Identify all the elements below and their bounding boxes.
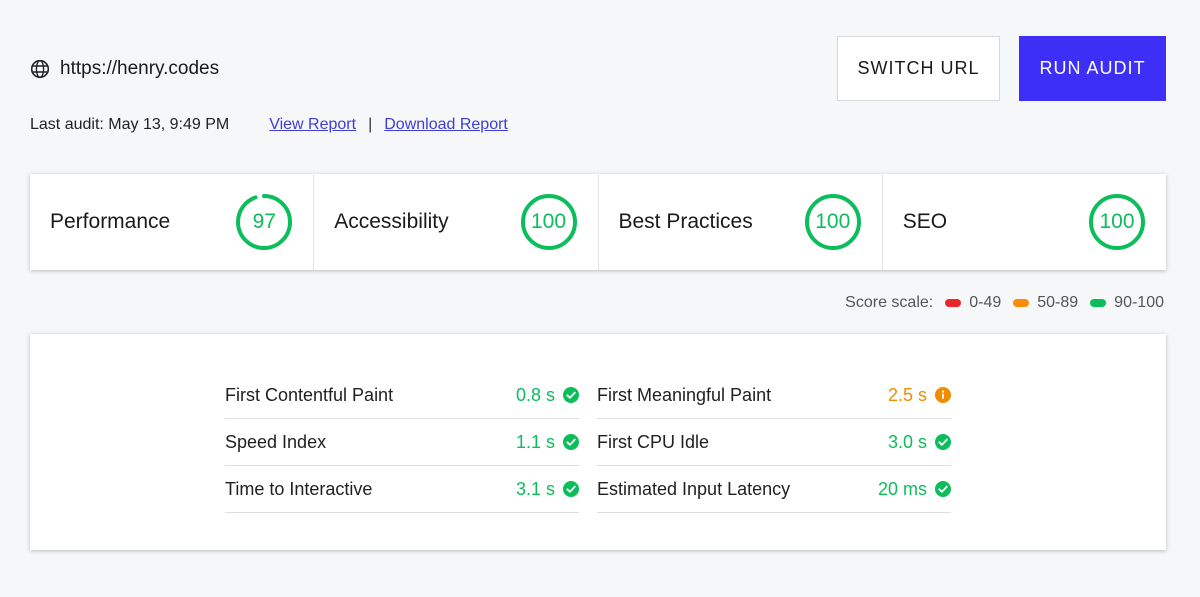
metric-value-text: 2.5 s xyxy=(887,384,927,405)
score-scale-legend: Score scale: 0-49 50-89 90-100 xyxy=(845,294,1164,312)
check-circle-icon xyxy=(563,481,579,497)
scale-range-pass: 90-100 xyxy=(1114,294,1164,311)
metric-row: First CPU Idle 3.0 s xyxy=(597,419,951,466)
score-scale-label: Score scale: xyxy=(845,294,934,311)
scale-swatch-fail xyxy=(945,299,962,307)
metric-row: Time to Interactive 3.1 s xyxy=(225,466,579,513)
view-report-link[interactable]: View Report xyxy=(269,116,357,133)
scale-swatch-average xyxy=(1013,299,1030,307)
score-cell-accessibility[interactable]: Accessibility 100 xyxy=(314,174,599,270)
metric-row: First Meaningful Paint 2.5 s xyxy=(597,372,951,419)
metrics-column-left: First Contentful Paint 0.8 s Speed Index… xyxy=(225,372,579,513)
metric-row: Estimated Input Latency 20 ms xyxy=(597,466,951,513)
metric-value: 3.0 s xyxy=(888,432,951,453)
url-row: https://henry.codes xyxy=(30,58,219,80)
scale-range-fail: 0-49 xyxy=(969,294,1002,311)
metrics-column-right: First Meaningful Paint 2.5 s First CPU I… xyxy=(597,372,951,513)
metrics-card: First Contentful Paint 0.8 s Speed Index… xyxy=(30,334,1166,550)
score-label: Accessibility xyxy=(334,210,449,233)
metric-value-text: 0.8 s xyxy=(515,384,555,405)
metric-name: Time to Interactive xyxy=(225,478,373,499)
run-audit-button[interactable]: RUN AUDIT xyxy=(1019,36,1166,101)
metric-value: 2.5 s xyxy=(888,385,951,406)
score-value: 100 xyxy=(1099,210,1135,233)
metric-value-text: 1.1 s xyxy=(515,431,555,452)
scale-range-average: 50-89 xyxy=(1037,294,1079,311)
metric-value: 0.8 s xyxy=(516,385,579,406)
score-gauge: 100 xyxy=(804,193,862,251)
score-summary-card: Performance 97 Accessibility 100 Best Pr… xyxy=(30,174,1166,270)
metric-name: Estimated Input Latency xyxy=(597,478,791,499)
metric-value-text: 20 ms xyxy=(877,478,927,499)
metric-value: 20 ms xyxy=(878,479,951,500)
audit-header: https://henry.codes Last audit: May 13, … xyxy=(30,36,1166,136)
metric-row: Speed Index 1.1 s xyxy=(225,419,579,466)
last-audit-text: Last audit: May 13, 9:49 PM xyxy=(30,116,230,133)
check-circle-icon xyxy=(935,434,951,450)
metric-name: First Meaningful Paint xyxy=(597,384,772,405)
score-value: 100 xyxy=(530,210,567,233)
score-value: 97 xyxy=(252,210,276,233)
metric-value-text: 3.0 s xyxy=(887,431,927,452)
metric-value-text: 3.1 s xyxy=(515,478,555,499)
download-report-link[interactable]: Download Report xyxy=(384,116,508,133)
metric-name: First Contentful Paint xyxy=(225,384,394,405)
link-separator: | xyxy=(368,116,373,133)
metric-value: 1.1 s xyxy=(516,432,579,453)
site-url: https://henry.codes xyxy=(60,58,220,79)
score-label: SEO xyxy=(902,210,948,233)
check-circle-icon xyxy=(563,434,579,450)
scale-swatch-pass xyxy=(1090,299,1107,307)
score-gauge: 100 xyxy=(1088,193,1146,251)
score-cell-performance[interactable]: Performance 97 xyxy=(30,174,315,270)
score-gauge: 97 xyxy=(235,193,293,251)
check-circle-icon xyxy=(563,387,579,403)
info-circle-icon xyxy=(935,387,951,403)
score-value: 100 xyxy=(815,210,851,233)
score-label: Performance xyxy=(50,210,171,233)
metric-value: 3.1 s xyxy=(516,479,579,500)
globe-icon xyxy=(30,59,50,79)
metric-row: First Contentful Paint 0.8 s xyxy=(225,372,579,419)
metric-name: First CPU Idle xyxy=(597,431,710,452)
switch-url-button[interactable]: SWITCH URL xyxy=(837,36,1000,101)
metric-name: Speed Index xyxy=(225,431,327,452)
score-label: Best Practices xyxy=(618,210,753,233)
score-cell-best-practices[interactable]: Best Practices 100 xyxy=(599,174,883,270)
score-cell-seo[interactable]: SEO 100 xyxy=(883,174,1166,270)
score-gauge: 100 xyxy=(520,193,578,251)
check-circle-icon xyxy=(935,481,951,497)
audit-meta: Last audit: May 13, 9:49 PM View Report … xyxy=(30,116,508,134)
